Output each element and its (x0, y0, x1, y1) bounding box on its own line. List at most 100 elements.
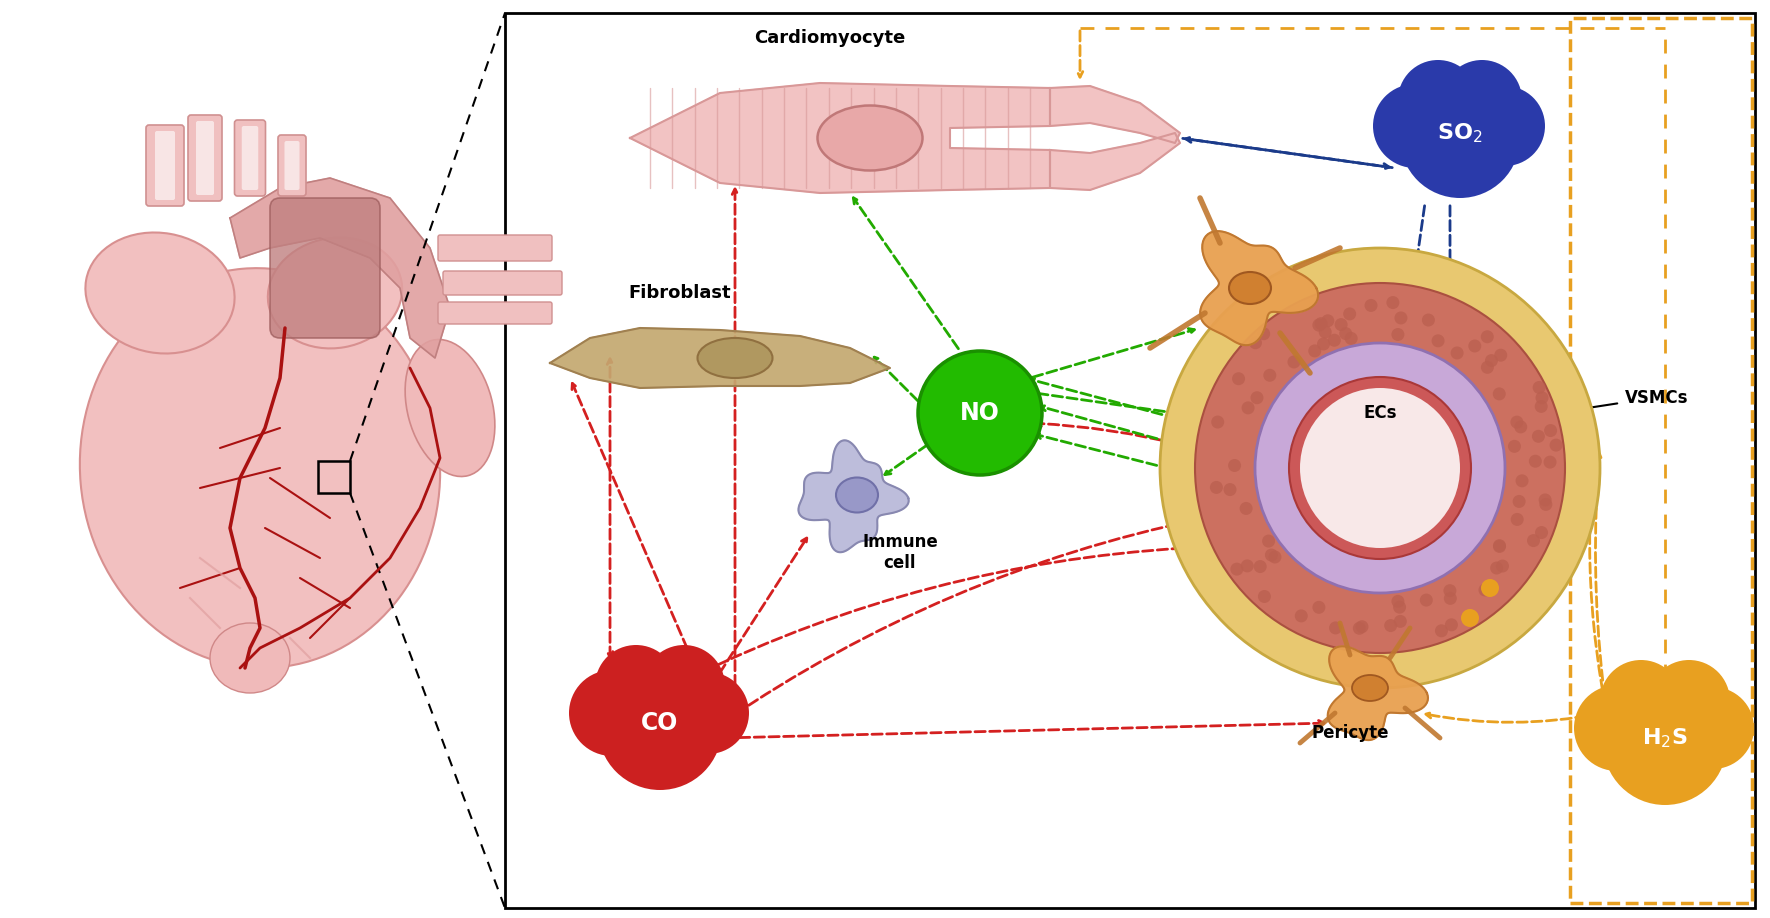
FancyBboxPatch shape (242, 126, 258, 190)
Circle shape (1492, 387, 1506, 400)
Circle shape (1535, 526, 1549, 539)
FancyBboxPatch shape (437, 302, 552, 324)
Circle shape (667, 672, 749, 754)
Circle shape (1356, 621, 1368, 633)
Circle shape (1618, 703, 1713, 799)
Circle shape (1250, 336, 1262, 349)
Polygon shape (550, 328, 890, 388)
Circle shape (595, 645, 676, 727)
Circle shape (1239, 502, 1253, 515)
Ellipse shape (211, 623, 290, 693)
Circle shape (1421, 314, 1435, 327)
Circle shape (568, 670, 655, 756)
Circle shape (612, 688, 708, 784)
Text: ECs: ECs (1363, 404, 1397, 422)
Circle shape (1386, 296, 1400, 309)
Circle shape (1335, 319, 1347, 331)
Circle shape (1494, 540, 1506, 553)
Circle shape (1481, 579, 1499, 597)
Circle shape (1365, 299, 1377, 312)
Bar (319, 461, 350, 493)
Circle shape (1420, 594, 1432, 607)
Circle shape (1258, 590, 1271, 603)
Circle shape (1400, 78, 1520, 198)
Circle shape (1398, 60, 1478, 140)
Circle shape (1515, 475, 1529, 487)
Circle shape (1538, 494, 1552, 507)
Circle shape (1469, 340, 1481, 353)
Polygon shape (1200, 231, 1319, 345)
Ellipse shape (818, 106, 922, 171)
Polygon shape (630, 83, 1050, 193)
Circle shape (919, 351, 1043, 475)
FancyBboxPatch shape (196, 121, 214, 195)
Circle shape (1444, 619, 1458, 632)
Circle shape (1510, 513, 1524, 526)
Polygon shape (798, 441, 908, 553)
Circle shape (1543, 424, 1558, 437)
Circle shape (643, 645, 726, 727)
Polygon shape (1050, 133, 1181, 190)
Circle shape (1241, 559, 1253, 573)
Circle shape (1299, 388, 1460, 548)
Circle shape (1673, 687, 1754, 769)
FancyBboxPatch shape (271, 198, 381, 338)
Circle shape (1312, 600, 1326, 614)
Circle shape (1508, 440, 1520, 453)
Bar (1570, 18, 1752, 903)
Ellipse shape (697, 338, 772, 378)
Text: VSMCs: VSMCs (1625, 389, 1689, 407)
Circle shape (1312, 319, 1326, 331)
Text: CO: CO (641, 711, 678, 735)
Text: Fibroblast: Fibroblast (628, 284, 731, 302)
Circle shape (1485, 354, 1497, 367)
Circle shape (1255, 343, 1504, 593)
Ellipse shape (835, 477, 878, 512)
Circle shape (1232, 372, 1244, 386)
Text: SO$_2$: SO$_2$ (1437, 121, 1483, 145)
Circle shape (1391, 595, 1404, 608)
Ellipse shape (267, 238, 402, 349)
FancyBboxPatch shape (234, 120, 266, 196)
Circle shape (1241, 401, 1255, 414)
Circle shape (1264, 369, 1276, 382)
Circle shape (1317, 338, 1329, 351)
Circle shape (1432, 334, 1444, 347)
Circle shape (1250, 391, 1264, 404)
Circle shape (1490, 562, 1503, 575)
Circle shape (1451, 346, 1464, 360)
Circle shape (1308, 344, 1320, 357)
Ellipse shape (405, 340, 496, 476)
Ellipse shape (80, 268, 441, 668)
FancyBboxPatch shape (442, 271, 563, 295)
Circle shape (1384, 619, 1397, 633)
Circle shape (1600, 660, 1682, 742)
Circle shape (1510, 416, 1524, 429)
Circle shape (1374, 84, 1457, 168)
Circle shape (1460, 609, 1480, 627)
Circle shape (1478, 584, 1492, 597)
Circle shape (1574, 685, 1660, 771)
FancyBboxPatch shape (278, 135, 306, 196)
Text: Immune
cell: Immune cell (862, 533, 938, 572)
Circle shape (1211, 416, 1225, 429)
Circle shape (1414, 103, 1504, 193)
Ellipse shape (1228, 272, 1271, 304)
Circle shape (1391, 328, 1404, 341)
Circle shape (1604, 681, 1728, 805)
Circle shape (1492, 539, 1506, 552)
Text: Cardiomyocyte: Cardiomyocyte (754, 29, 906, 47)
Circle shape (1340, 327, 1352, 340)
Circle shape (1315, 317, 1328, 330)
Circle shape (1496, 560, 1510, 573)
Polygon shape (1328, 646, 1428, 740)
Circle shape (1319, 326, 1331, 339)
Circle shape (1395, 311, 1407, 324)
Circle shape (1648, 660, 1729, 742)
Ellipse shape (1352, 675, 1388, 701)
Circle shape (1536, 391, 1549, 404)
Polygon shape (230, 178, 450, 358)
FancyBboxPatch shape (437, 235, 552, 261)
Circle shape (1494, 349, 1508, 362)
FancyBboxPatch shape (285, 141, 299, 190)
